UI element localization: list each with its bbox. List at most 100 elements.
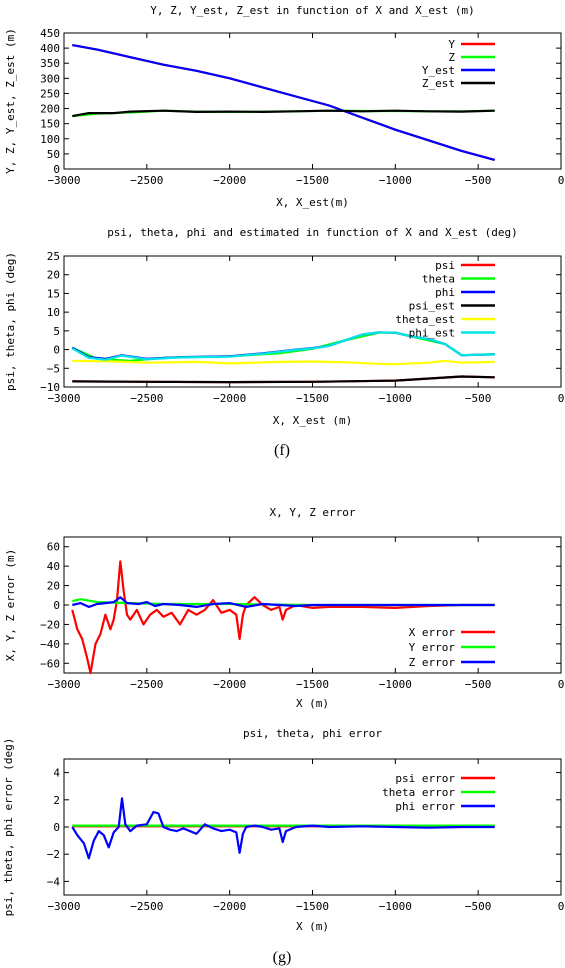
series-line-theta-est: [72, 359, 495, 366]
y-tick-label: 400: [40, 42, 60, 55]
series-line-z-est: [72, 109, 495, 118]
y-tick-label: −2: [47, 848, 60, 861]
x-tick-label: −2500: [130, 900, 163, 913]
y-tick-label: 350: [40, 57, 60, 70]
x-tick-label: −500: [465, 392, 492, 405]
series-line-y-est: [72, 44, 495, 161]
x-tick-label: 0: [558, 392, 565, 405]
series-line-psi-est: [72, 375, 495, 384]
y-tick-label: 300: [40, 72, 60, 85]
y-tick-label: 20: [47, 580, 60, 593]
x-tick-label: −1000: [379, 174, 412, 187]
x-tick-label: −2500: [130, 678, 163, 691]
x-tick-label: −3000: [47, 900, 80, 913]
legend-label-psi: psi: [435, 259, 455, 272]
chart-title: X, Y, Z error: [269, 506, 355, 519]
x-tick-label: −2000: [213, 678, 246, 691]
y-tick-label: 450: [40, 27, 60, 40]
legend-label-y-est: Y_est: [422, 64, 455, 77]
x-tick-label: −1500: [296, 900, 329, 913]
x-tick-label: −1500: [296, 678, 329, 691]
y-tick-label: 40: [47, 560, 60, 573]
x-tick-label: 0: [558, 678, 565, 691]
series-line-y: [72, 44, 495, 161]
x-tick-label: −2500: [130, 174, 163, 187]
legend-label-z-est: Z_est: [422, 77, 455, 90]
chart-angle-error: psi, theta, phi error −3000 −2500 −2000 −150…: [2, 727, 564, 933]
legend-label-z: Z: [448, 51, 455, 64]
y-tick-label: 4: [53, 767, 60, 780]
legend-label-phi: phi: [435, 286, 455, 299]
x-tick-label: −2500: [130, 392, 163, 405]
x-axis-label: X, X_est (m): [273, 414, 352, 427]
y-tick-label: −20: [40, 618, 60, 631]
y-tick-label: 10: [47, 306, 60, 319]
legend-label-psi-est: psi_est: [409, 300, 455, 313]
y-axis-label: Y, Z, Y_est, Z_est (m): [4, 28, 17, 174]
chart-title: psi, theta, phi error: [243, 727, 382, 740]
legend-label-theta-error: theta error: [382, 786, 455, 799]
x-tick-label: −1000: [379, 392, 412, 405]
x-tick-label: −2000: [213, 392, 246, 405]
y-tick-label: 15: [47, 287, 60, 300]
caption-g: (g): [273, 949, 292, 966]
chart-title: psi, theta, phi and estimated in functio…: [107, 226, 518, 239]
legend-label-theta-est: theta_est: [395, 313, 455, 326]
y-tick-label: 50: [47, 148, 60, 161]
series-line-x-error: [71, 560, 495, 675]
x-tick-label: −500: [465, 174, 492, 187]
x-tick-label: −2000: [213, 174, 246, 187]
y-tick-label: 25: [47, 250, 60, 263]
chart-y-z-position: Y, Z, Y_est, Z_est in function of X and …: [4, 4, 564, 209]
legend-label-theta: theta: [422, 273, 455, 286]
x-axis-label: X (m): [296, 697, 329, 710]
x-tick-label: −1500: [296, 392, 329, 405]
x-tick-label: 0: [558, 174, 565, 187]
x-tick-label: −500: [465, 678, 492, 691]
x-tick-label: −3000: [47, 678, 80, 691]
y-axis-label: X, Y, Z error (m): [4, 549, 17, 662]
y-tick-label: 100: [40, 133, 60, 146]
series-line-z-error: [72, 596, 495, 609]
legend-label-phi-est: phi_est: [409, 327, 455, 340]
x-tick-label: −3000: [47, 174, 80, 187]
y-tick-label: 0: [53, 163, 60, 176]
y-tick-label: 0: [53, 344, 60, 357]
y-axis-label: psi, theta, phi (deg): [4, 252, 17, 391]
y-tick-label: −10: [40, 381, 60, 394]
legend-label-psi-error: psi error: [395, 772, 455, 785]
series-line-phi-error: [71, 797, 495, 860]
y-tick-label: −60: [40, 657, 60, 670]
x-tick-label: −2000: [213, 900, 246, 913]
x-tick-label: 0: [558, 900, 565, 913]
legend-label-x-error: X error: [409, 626, 456, 639]
caption-f: (f): [274, 442, 290, 459]
legend-label-z-error: Z error: [409, 656, 456, 669]
y-tick-label: 200: [40, 103, 60, 116]
y-tick-label: 60: [47, 541, 60, 554]
y-tick-label: 0: [53, 599, 60, 612]
x-tick-label: −1500: [296, 174, 329, 187]
chart-euler-angles: psi, theta, phi and estimated in functio…: [4, 226, 564, 427]
y-tick-label: 0: [53, 821, 60, 834]
legend-label-y: Y: [448, 38, 455, 51]
x-axis-label: X (m): [296, 920, 329, 933]
x-tick-label: −500: [465, 900, 492, 913]
y-tick-label: 5: [53, 325, 60, 338]
y-tick-label: 150: [40, 118, 60, 131]
y-tick-label: 20: [47, 269, 60, 282]
y-tick-label: −5: [47, 362, 60, 375]
y-axis-label: psi, theta, phi error (deg): [2, 738, 15, 917]
chart-xyz-error: X, Y, Z error−3000 −2500 −2000 −1500 −1000 −5…: [4, 506, 564, 710]
legend-label-y-error: Y error: [409, 641, 456, 654]
y-tick-label: 250: [40, 87, 60, 100]
x-tick-label: −3000: [47, 392, 80, 405]
y-tick-label: −40: [40, 638, 60, 651]
chart-title: Y, Z, Y_est, Z_est in function of X and …: [150, 4, 475, 17]
y-tick-label: −4: [47, 875, 61, 888]
series-line-phi-est: [71, 331, 495, 361]
y-tick-label: 2: [53, 794, 60, 807]
legend-label-phi-error: phi error: [395, 800, 455, 813]
plot-frame: [63, 255, 562, 388]
